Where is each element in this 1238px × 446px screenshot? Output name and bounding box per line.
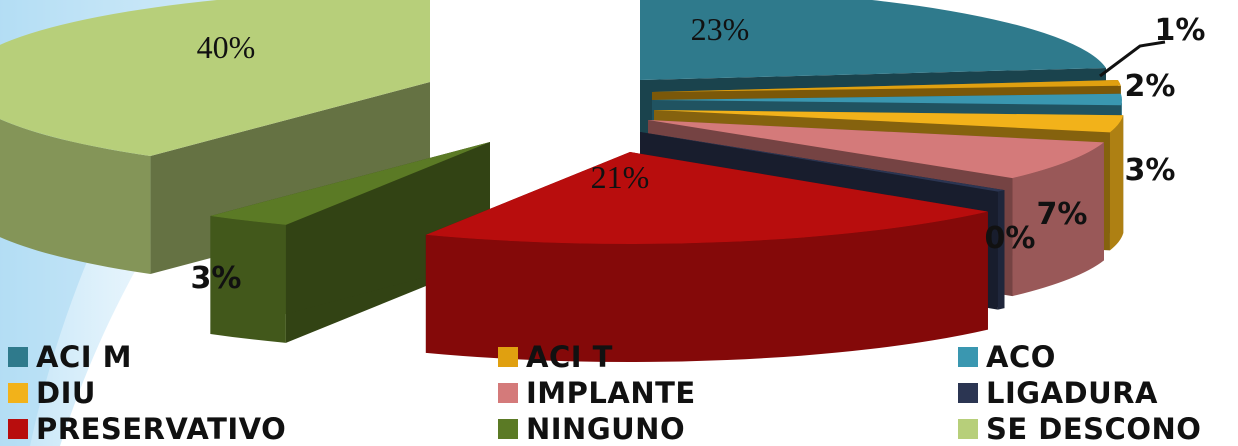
legend-swatch <box>958 347 978 367</box>
data-label-ninguno: 3% <box>191 261 242 296</box>
legend-swatch <box>8 347 28 367</box>
slice-top <box>425 152 988 244</box>
slice-outer-wall <box>210 215 286 343</box>
slice-top <box>652 80 1121 92</box>
legend-item-ligadura: LIGADURA <box>958 376 1158 410</box>
legend-item-aci-t: ACI T <box>498 340 613 374</box>
slice-outer-wall <box>1012 142 1104 297</box>
legend-label: ACI M <box>36 340 132 374</box>
data-label-aco: 2% <box>1125 69 1176 104</box>
legend-label: DIU <box>36 376 96 410</box>
slice-outer-wall <box>1109 115 1124 251</box>
data-label-aci-m: 23% <box>691 11 750 47</box>
data-label-preservativo: 21% <box>591 159 650 195</box>
slice-top <box>654 110 1124 133</box>
slice-top <box>648 120 1104 179</box>
legend-label: SE DESCONO <box>986 412 1202 446</box>
data-label-diu: 3% <box>1125 153 1176 188</box>
slice-top <box>0 0 430 156</box>
legend-item-se-descono: SE DESCONO <box>958 412 1201 446</box>
slice-top <box>640 0 1106 80</box>
legend-item-aco: ACO <box>958 340 1056 374</box>
legend-swatch <box>498 347 518 367</box>
legend-item-implante: IMPLANTE <box>498 376 696 410</box>
legend-item-preservativo: PRESERVATIVO <box>8 412 286 446</box>
slice-outer-wall <box>425 211 988 362</box>
data-labels: 23% 1%2%3%7%0%21%3%40% <box>191 11 1206 296</box>
legend-swatch <box>8 419 28 439</box>
legend-swatch <box>958 419 978 439</box>
legend-label: ACO <box>986 340 1056 374</box>
legend-label: ACI T <box>526 340 613 374</box>
slice-top <box>652 93 1123 106</box>
legend-label: IMPLANTE <box>526 376 696 410</box>
legend-label: LIGADURA <box>986 376 1158 410</box>
slice-top <box>640 132 1005 192</box>
legend-label: PRESERVATIVO <box>36 412 287 446</box>
pie-slice-ninguno <box>210 142 490 343</box>
data-label-implante: 7% <box>1037 197 1088 232</box>
leader-line <box>1099 40 1166 78</box>
pie-slice-preservativo <box>425 152 988 362</box>
chart-legend: ACI M ACI T ACO DIU IMPLANTE LIGADURA PRESERVA… <box>0 338 1238 446</box>
slice-outer-wall <box>997 190 1005 310</box>
slice-outer-wall <box>0 119 151 274</box>
data-label-ligadura: 0% <box>985 221 1036 256</box>
data-label-se-descono: 40% <box>197 29 256 65</box>
legend-swatch <box>8 383 28 403</box>
legend-item-diu: DIU <box>8 376 96 410</box>
legend-swatch <box>498 419 518 439</box>
legend-item-ninguno: NINGUNO <box>498 412 685 446</box>
legend-swatch <box>498 383 518 403</box>
pie-slices <box>0 0 1124 362</box>
legend-item-aci-m: ACI M <box>8 340 132 374</box>
slice-top <box>210 142 490 225</box>
legend-label: NINGUNO <box>526 412 686 446</box>
legend-swatch <box>958 383 978 403</box>
